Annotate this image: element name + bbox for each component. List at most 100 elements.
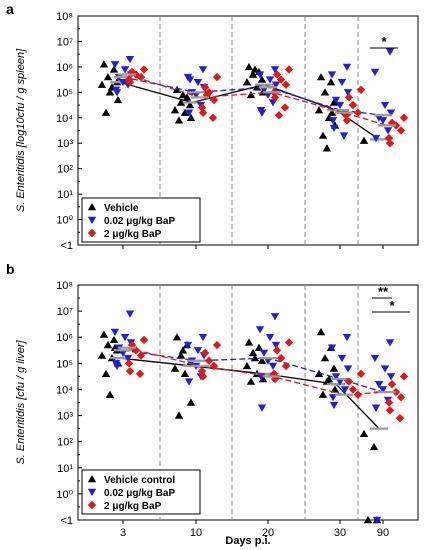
data-point (109, 335, 119, 344)
data-point (320, 88, 330, 96)
data-point (180, 369, 190, 377)
data-point (246, 377, 256, 385)
data-point (200, 83, 210, 92)
data-point (197, 366, 207, 376)
legend-entry: 0.02 μg/kg BaP (104, 488, 175, 499)
data-point (284, 338, 294, 347)
data-point (329, 364, 339, 372)
data-point (385, 339, 395, 347)
data-point (374, 381, 384, 389)
data-point (280, 103, 290, 112)
data-point (330, 385, 340, 393)
data-point (378, 386, 388, 394)
data-point (244, 62, 254, 71)
data-point (185, 76, 195, 84)
data-point (172, 333, 182, 341)
data-point (370, 68, 380, 76)
significance-label: ** (378, 284, 389, 299)
data-point (170, 364, 180, 372)
data-point (112, 89, 122, 97)
data-point (136, 351, 146, 360)
data-point (127, 67, 137, 77)
data-point (270, 313, 280, 321)
significance-label: * (389, 298, 395, 313)
data-point (328, 117, 338, 125)
data-point (356, 369, 366, 378)
data-point (370, 354, 380, 363)
y-tick-label: 10³ (57, 138, 73, 150)
data-point (250, 65, 260, 73)
data-point (329, 98, 339, 106)
data-point (322, 144, 332, 152)
data-point (374, 114, 384, 122)
data-point (186, 398, 196, 406)
data-point (255, 326, 265, 334)
data-point (258, 375, 268, 383)
x-tick-label: 3 (120, 527, 126, 539)
data-point (180, 108, 190, 116)
data-point (268, 362, 278, 370)
data-point (198, 334, 208, 342)
data-point (248, 70, 258, 78)
data-point (385, 48, 395, 56)
data-point (320, 354, 330, 362)
data-point (326, 78, 336, 86)
legend-box (81, 469, 201, 515)
legend-entry: 2 μg/kg BaP (104, 229, 162, 240)
panel-letter: a (6, 1, 14, 17)
data-point (109, 65, 119, 73)
data-point (174, 116, 184, 124)
data-point (257, 356, 267, 364)
data-point (139, 335, 149, 345)
data-point (386, 373, 396, 381)
data-point (271, 341, 281, 350)
x-tick-label: 30 (334, 527, 346, 539)
data-point (344, 93, 354, 102)
y-tick-label: 10⁶ (56, 62, 73, 74)
data-point (356, 85, 366, 94)
data-point (369, 442, 379, 451)
data-point (259, 349, 269, 357)
y-tick-label: 10⁰ (56, 489, 73, 501)
data-point (131, 70, 141, 79)
y-tick-label: 10⁵ (56, 358, 73, 370)
y-axis-label: S. Enteritidis [log10cfu / g spleen] (15, 48, 27, 212)
data-point (318, 390, 328, 398)
data-point (387, 380, 397, 389)
data-point (342, 116, 352, 125)
data-point (342, 334, 352, 342)
data-point (380, 365, 390, 373)
y-tick-label: 10⁷ (57, 36, 73, 48)
data-point (184, 109, 194, 117)
data-point (204, 356, 214, 365)
data-point (348, 100, 358, 110)
data-point (391, 121, 401, 130)
data-point (242, 361, 252, 370)
data-point (359, 429, 369, 438)
data-point (399, 372, 409, 381)
legend-entry: Vehicle control (104, 475, 175, 486)
data-point (314, 106, 324, 114)
data-point (337, 78, 347, 87)
data-point (391, 387, 401, 397)
data-point (276, 353, 286, 363)
data-point (384, 398, 394, 407)
data-point (182, 93, 192, 101)
data-point (125, 366, 135, 376)
data-point (281, 361, 291, 371)
data-point (136, 72, 146, 82)
y-tick-label: 10² (57, 437, 73, 449)
y-tick-label: <1 (60, 515, 73, 527)
data-point (329, 124, 339, 132)
data-point (383, 127, 393, 135)
panel-a: a <1 10⁰ 10¹ 10² 10³ 10⁴ 10⁵ 10⁶ 10⁷ 10⁸ S. Enterit… (6, 1, 419, 252)
y-tick-label: 10³ (57, 411, 73, 423)
data-point (342, 63, 352, 71)
data-point (371, 134, 381, 143)
x-tick-label: 10 (190, 527, 202, 539)
data-point (185, 101, 195, 109)
legend-marker (87, 500, 97, 510)
x-tick-label: 20 (262, 527, 274, 539)
data-point (198, 66, 208, 74)
data-point (395, 413, 405, 423)
